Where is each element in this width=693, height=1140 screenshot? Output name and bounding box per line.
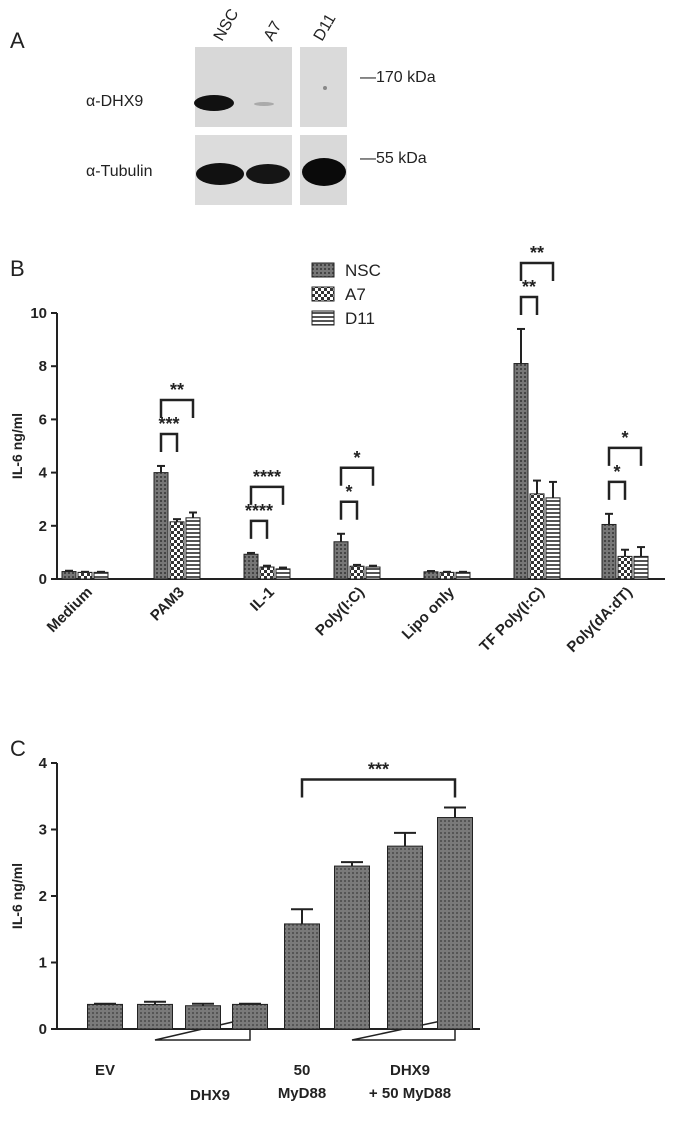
x-group-label: EV <box>95 1062 115 1079</box>
x-group-label: MyD88 <box>278 1085 326 1102</box>
lane-label: NSC <box>211 6 243 44</box>
bar <box>349 565 365 580</box>
significance-bracket <box>519 295 539 315</box>
bar <box>633 555 649 580</box>
significance-bracket <box>607 446 643 466</box>
bar <box>423 571 439 580</box>
bar <box>153 472 169 580</box>
y-tick-label: 0 <box>39 571 47 588</box>
x-tick-label: Medium <box>44 584 96 636</box>
legend-swatch <box>311 310 335 326</box>
significance-label: *** <box>158 414 179 434</box>
x-group-label: 50 <box>294 1062 311 1079</box>
legend-label: A7 <box>345 285 366 304</box>
y-tick-label: 1 <box>39 955 47 972</box>
marker-label: —170 kDa <box>360 69 436 86</box>
panel-label: B <box>10 256 25 281</box>
legend-swatch <box>311 286 335 302</box>
significance-label: * <box>621 428 628 448</box>
bar <box>61 571 77 580</box>
bar <box>545 497 561 580</box>
y-tick-label: 0 <box>39 1021 47 1038</box>
x-tick-label: IL-1 <box>247 584 278 615</box>
legend-label: NSC <box>345 261 381 280</box>
bar <box>365 566 381 580</box>
significance-label: * <box>353 448 360 468</box>
significance-label: * <box>613 462 620 482</box>
y-tick-label: 4 <box>39 755 48 772</box>
bar <box>259 566 275 580</box>
significance-bracket <box>249 485 285 505</box>
significance-bracket <box>339 500 359 520</box>
bar <box>185 1005 221 1030</box>
bar <box>387 845 423 1030</box>
bar <box>333 541 349 580</box>
significance-label: **** <box>245 501 273 521</box>
x-tick-label: Lipo only <box>399 583 459 643</box>
y-axis-label: IL-6 ng/ml <box>9 413 25 479</box>
significance-bracket <box>300 778 457 798</box>
x-group-label: DHX9 <box>390 1062 430 1079</box>
significance-bracket <box>339 466 375 486</box>
bar <box>243 553 259 580</box>
y-tick-label: 3 <box>39 822 47 839</box>
bar <box>93 571 109 580</box>
significance-bracket <box>607 480 627 500</box>
x-tick-label: Poly(dA:dT) <box>564 584 636 656</box>
significance-label: ** <box>522 277 536 297</box>
panel-label: C <box>10 736 26 761</box>
marker-label: —55 kDa <box>360 150 427 167</box>
significance-label: ** <box>530 243 544 263</box>
x-group-label: DHX9 <box>190 1087 230 1104</box>
x-tick-label: TF Poly(I:C) <box>476 584 548 656</box>
bar <box>275 568 291 580</box>
panel-label: A <box>10 28 25 53</box>
y-tick-label: 2 <box>39 518 47 535</box>
antibody-label: α-Tubulin <box>86 163 152 180</box>
y-tick-label: 6 <box>39 411 47 428</box>
bar <box>601 523 617 580</box>
blot <box>194 47 347 205</box>
y-axis-label: IL-6 ng/ml <box>9 863 25 929</box>
bar <box>185 517 201 580</box>
bar <box>87 1003 123 1030</box>
bar <box>437 817 473 1030</box>
legend-swatch <box>311 262 335 278</box>
significance-label: *** <box>368 760 389 780</box>
bar <box>455 571 471 580</box>
significance-bracket <box>159 432 179 452</box>
bar <box>529 493 545 580</box>
y-tick-label: 4 <box>39 465 48 482</box>
significance-label: ** <box>170 380 184 400</box>
bar <box>617 555 633 580</box>
lane-label: D11 <box>311 11 340 44</box>
y-tick-label: 2 <box>39 888 47 905</box>
bar <box>169 521 185 580</box>
bar <box>232 1003 268 1030</box>
antibody-label: α-DHX9 <box>86 93 143 110</box>
y-tick-label: 8 <box>39 358 47 375</box>
significance-bracket <box>249 519 269 539</box>
y-tick-label: 10 <box>30 305 47 322</box>
lane-label: A7 <box>261 18 286 44</box>
significance-label: * <box>345 482 352 502</box>
x-group-label: + 50 MyD88 <box>369 1085 451 1102</box>
bar <box>513 363 529 580</box>
bar <box>77 571 93 580</box>
x-tick-label: PAM3 <box>147 584 188 625</box>
significance-bracket <box>159 398 195 418</box>
significance-bracket <box>519 261 555 281</box>
significance-label: **** <box>253 467 281 487</box>
bar <box>439 571 455 580</box>
bar <box>334 865 370 1030</box>
legend-label: D11 <box>345 309 375 328</box>
x-tick-label: Poly(I:C) <box>312 584 368 640</box>
bar <box>284 923 320 1030</box>
bar <box>137 1003 173 1030</box>
